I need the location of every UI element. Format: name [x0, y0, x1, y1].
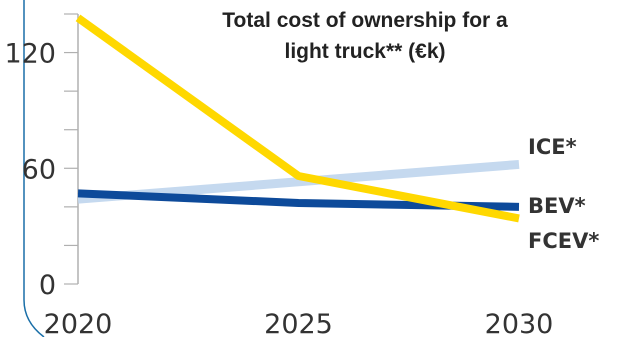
chart-title-line-2: light truck** (€k)	[284, 40, 445, 63]
chart-title-line-1: Total cost of ownership for a	[222, 9, 508, 32]
y-axis-ticks: 0 60 120	[4, 13, 78, 301]
series-label-ice: ICE*	[528, 135, 577, 159]
y-tick-label: 60	[22, 154, 56, 185]
series-label-fcev: FCEV*	[528, 229, 599, 253]
x-tick-label: 2020	[44, 309, 113, 337]
series-labels: ICE* BEV* FCEV*	[528, 135, 599, 253]
x-tick-label: 2025	[264, 309, 333, 337]
y-tick-label: 120	[4, 39, 56, 70]
chart-frame	[23, 0, 45, 337]
x-axis-ticks: 2020 2025 2030	[44, 309, 554, 337]
series-lines	[75, 14, 520, 223]
series-label-bev: BEV*	[528, 194, 586, 218]
y-tick-label: 0	[39, 270, 56, 301]
x-tick-label: 2030	[485, 309, 554, 337]
